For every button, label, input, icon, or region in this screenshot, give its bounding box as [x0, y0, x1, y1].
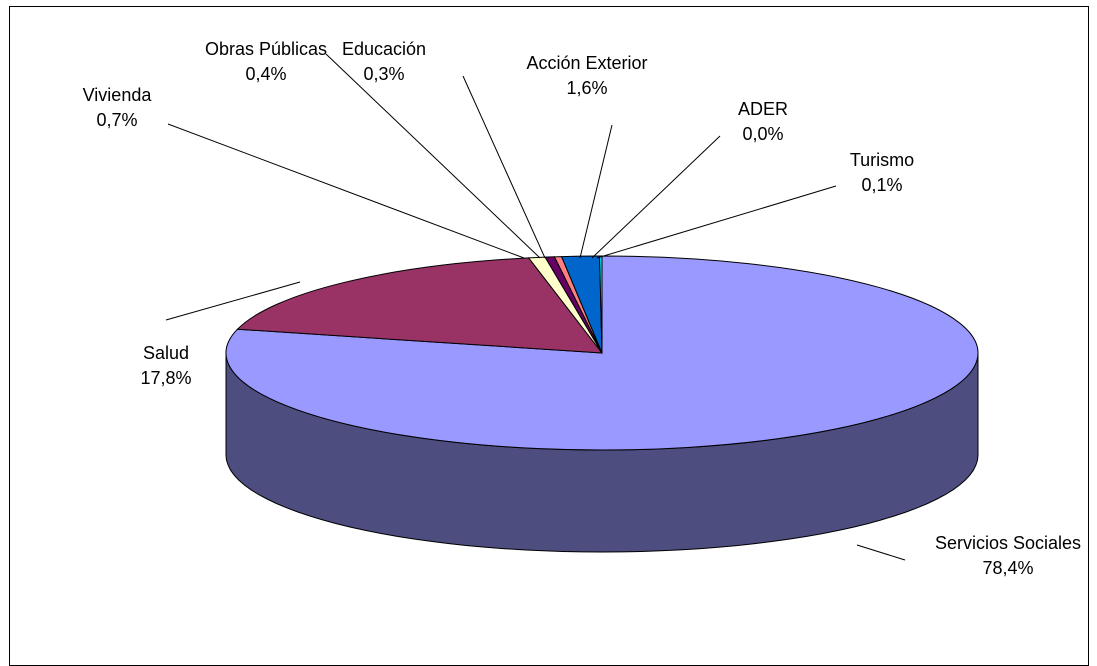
label-name-salud: Salud — [143, 343, 189, 363]
leader-turismo — [596, 185, 837, 259]
label-name-turismo: Turismo — [850, 150, 914, 170]
leader-salud — [165, 281, 301, 321]
leader-obras-públicas — [325, 53, 541, 259]
leader-acción-exterior — [579, 124, 613, 259]
label-name-vivienda: Vivienda — [83, 85, 153, 105]
leader-vivienda — [167, 123, 525, 259]
label-name-educación: Educación — [342, 39, 426, 59]
leader-servicios-sociales — [856, 544, 906, 561]
label-value-servicios-sociales: 78,4% — [982, 558, 1033, 578]
label-value-ader: 0,0% — [742, 124, 783, 144]
label-name-servicios-sociales: Servicios Sociales — [935, 533, 1081, 553]
label-value-educación: 0,3% — [363, 64, 404, 84]
slice-labels: Servicios Sociales 78,4% Salud 17,8% Viviend… — [83, 39, 1081, 578]
label-name-ader: ADER — [738, 99, 788, 119]
label-value-vivienda: 0,7% — [96, 110, 137, 130]
label-value-turismo: 0,1% — [861, 175, 902, 195]
label-name-obras-públicas: Obras Públicas — [205, 39, 327, 59]
leader-educación — [462, 75, 546, 259]
label-name-acción-exterior: Acción Exterior — [526, 53, 647, 73]
label-value-obras-públicas: 0,4% — [245, 64, 286, 84]
pie-slices — [225, 255, 979, 451]
label-value-salud: 17,8% — [140, 368, 191, 388]
slice-salud — [236, 257, 604, 354]
leader-lines — [165, 53, 906, 561]
label-value-acción-exterior: 1,6% — [566, 78, 607, 98]
leader-ader — [591, 135, 721, 259]
